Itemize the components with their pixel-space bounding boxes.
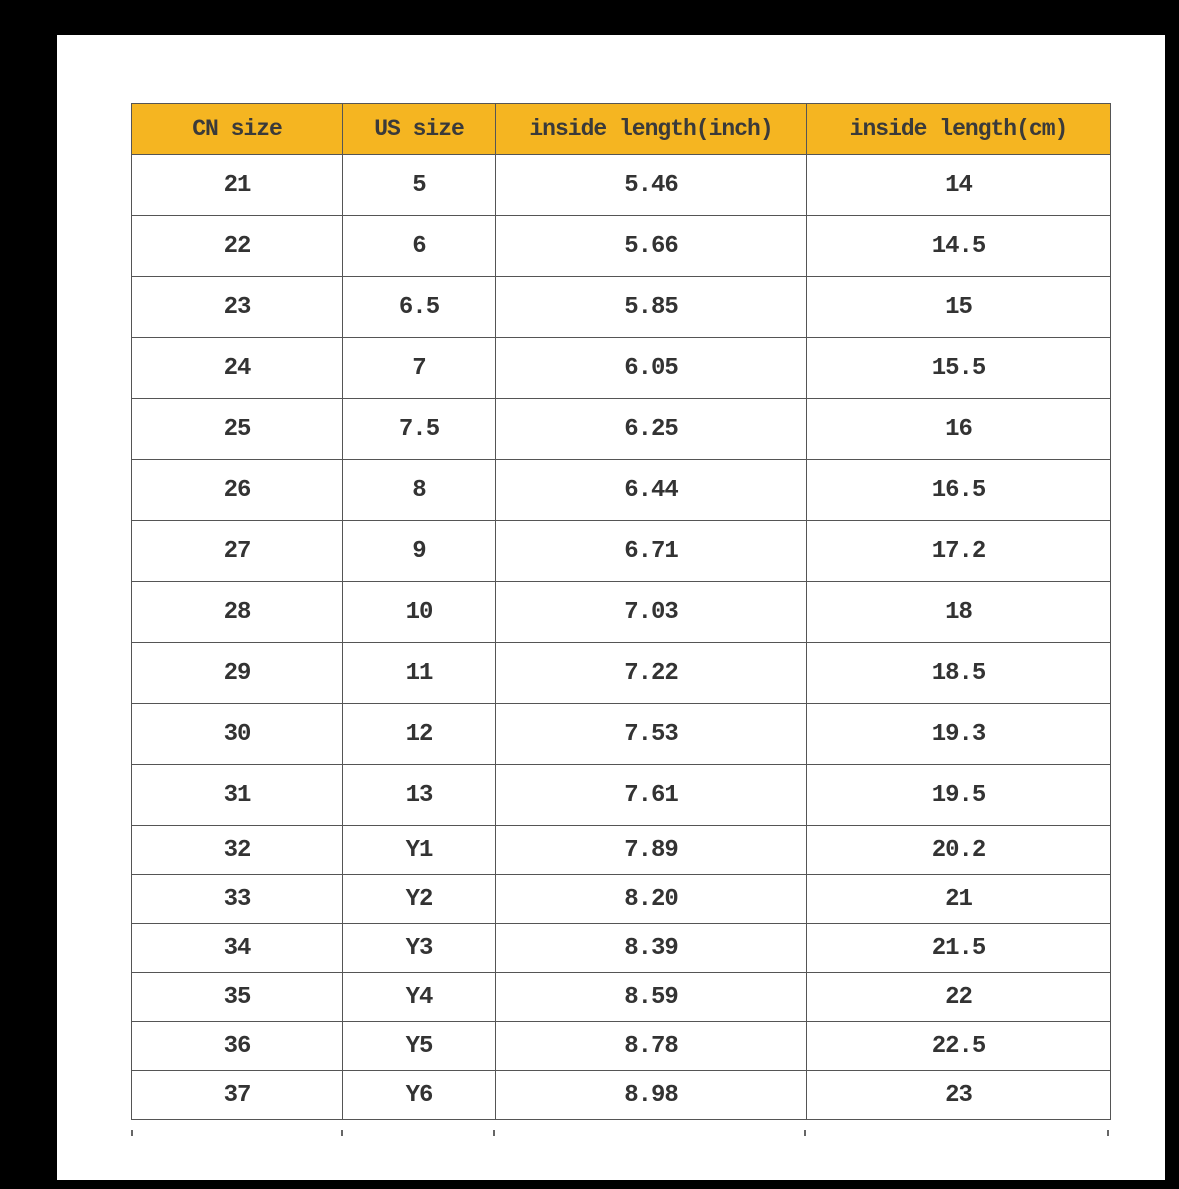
cell-us-size: 7 <box>342 337 496 399</box>
cell-us-size: 9 <box>342 520 496 582</box>
cell-cn-size: 25 <box>131 398 343 460</box>
cell-inside-length-cm: 16.5 <box>806 459 1111 521</box>
header-row: CN size US size inside length(inch) insi… <box>131 103 1111 155</box>
cell-inside-length-cm: 18.5 <box>806 642 1111 704</box>
cell-inside-length-inch: 8.78 <box>495 1021 807 1071</box>
table-row: 29 11 7.22 18.5 <box>131 642 1111 704</box>
cell-cn-size: 29 <box>131 642 343 704</box>
table-row: 34 Y3 8.39 21.5 <box>131 923 1111 973</box>
cell-cn-size: 32 <box>131 825 343 875</box>
cell-inside-length-inch: 7.89 <box>495 825 807 875</box>
cell-us-size: 11 <box>342 642 496 704</box>
cell-inside-length-cm: 20.2 <box>806 825 1111 875</box>
cell-cn-size: 31 <box>131 764 343 826</box>
cell-us-size: Y5 <box>342 1021 496 1071</box>
header-inside-length-inch: inside length(inch) <box>495 103 807 155</box>
table-border <box>341 1130 343 1136</box>
table-row: 21 5 5.46 14 <box>131 154 1111 216</box>
cell-cn-size: 28 <box>131 581 343 643</box>
cell-inside-length-cm: 23 <box>806 1070 1111 1120</box>
cell-inside-length-inch: 5.46 <box>495 154 807 216</box>
table-row: 26 8 6.44 16.5 <box>131 459 1111 521</box>
table-row: 31 13 7.61 19.5 <box>131 764 1111 826</box>
cell-us-size: 8 <box>342 459 496 521</box>
cell-inside-length-inch: 6.71 <box>495 520 807 582</box>
table-row: 33 Y2 8.20 21 <box>131 874 1111 924</box>
cell-us-size: Y4 <box>342 972 496 1022</box>
table-border <box>1107 1130 1109 1136</box>
cell-inside-length-cm: 19.3 <box>806 703 1111 765</box>
cell-us-size: Y6 <box>342 1070 496 1120</box>
cell-us-size: 6 <box>342 215 496 277</box>
table-row: 28 10 7.03 18 <box>131 581 1111 643</box>
cell-cn-size: 37 <box>131 1070 343 1120</box>
cell-inside-length-inch: 8.39 <box>495 923 807 973</box>
cell-us-size: Y3 <box>342 923 496 973</box>
cell-cn-size: 23 <box>131 276 343 338</box>
table-row: 36 Y5 8.78 22.5 <box>131 1021 1111 1071</box>
cell-cn-size: 35 <box>131 972 343 1022</box>
cell-us-size: 7.5 <box>342 398 496 460</box>
cell-cn-size: 30 <box>131 703 343 765</box>
cell-inside-length-cm: 15.5 <box>806 337 1111 399</box>
cell-inside-length-inch: 8.98 <box>495 1070 807 1120</box>
cell-inside-length-cm: 21.5 <box>806 923 1111 973</box>
cell-us-size: Y1 <box>342 825 496 875</box>
cell-inside-length-cm: 14 <box>806 154 1111 216</box>
cell-inside-length-inch: 7.53 <box>495 703 807 765</box>
table-row: 22 6 5.66 14.5 <box>131 215 1111 277</box>
cell-inside-length-cm: 14.5 <box>806 215 1111 277</box>
size-chart-table: CN size US size inside length(inch) insi… <box>131 103 1111 1120</box>
cell-us-size: 6.5 <box>342 276 496 338</box>
table-row: 32 Y1 7.89 20.2 <box>131 825 1111 875</box>
cell-cn-size: 22 <box>131 215 343 277</box>
cell-inside-length-inch: 6.44 <box>495 459 807 521</box>
cell-inside-length-inch: 5.66 <box>495 215 807 277</box>
cell-cn-size: 36 <box>131 1021 343 1071</box>
cell-inside-length-cm: 16 <box>806 398 1111 460</box>
cell-inside-length-cm: 18 <box>806 581 1111 643</box>
cell-inside-length-inch: 8.20 <box>495 874 807 924</box>
table-border <box>804 1130 806 1136</box>
header-cn-size: CN size <box>131 103 343 155</box>
cell-cn-size: 24 <box>131 337 343 399</box>
table-row: 25 7.5 6.25 16 <box>131 398 1111 460</box>
table-row: 35 Y4 8.59 22 <box>131 972 1111 1022</box>
cell-inside-length-inch: 7.61 <box>495 764 807 826</box>
cell-inside-length-inch: 6.25 <box>495 398 807 460</box>
table-row: 24 7 6.05 15.5 <box>131 337 1111 399</box>
cell-inside-length-cm: 15 <box>806 276 1111 338</box>
cell-cn-size: 21 <box>131 154 343 216</box>
table-border <box>493 1130 495 1136</box>
table-row: 27 9 6.71 17.2 <box>131 520 1111 582</box>
cell-cn-size: 34 <box>131 923 343 973</box>
cell-inside-length-cm: 19.5 <box>806 764 1111 826</box>
cell-inside-length-cm: 21 <box>806 874 1111 924</box>
table-row: 37 Y6 8.98 23 <box>131 1070 1111 1120</box>
header-inside-length-cm: inside length(cm) <box>806 103 1111 155</box>
cell-us-size: 10 <box>342 581 496 643</box>
header-us-size: US size <box>342 103 496 155</box>
cell-us-size: 13 <box>342 764 496 826</box>
cell-us-size: 12 <box>342 703 496 765</box>
cell-inside-length-inch: 6.05 <box>495 337 807 399</box>
cell-us-size: 5 <box>342 154 496 216</box>
cell-cn-size: 33 <box>131 874 343 924</box>
cell-inside-length-cm: 17.2 <box>806 520 1111 582</box>
cell-cn-size: 27 <box>131 520 343 582</box>
table-border <box>131 1130 133 1136</box>
cell-us-size: Y2 <box>342 874 496 924</box>
cell-cn-size: 26 <box>131 459 343 521</box>
cell-inside-length-cm: 22 <box>806 972 1111 1022</box>
cell-inside-length-inch: 7.03 <box>495 581 807 643</box>
cell-inside-length-cm: 22.5 <box>806 1021 1111 1071</box>
table-row: 23 6.5 5.85 15 <box>131 276 1111 338</box>
cell-inside-length-inch: 7.22 <box>495 642 807 704</box>
cell-inside-length-inch: 8.59 <box>495 972 807 1022</box>
table-row: 30 12 7.53 19.3 <box>131 703 1111 765</box>
cell-inside-length-inch: 5.85 <box>495 276 807 338</box>
